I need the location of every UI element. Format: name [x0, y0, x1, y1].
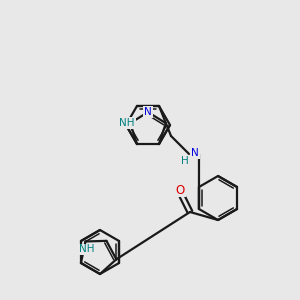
Text: H: H [181, 156, 189, 166]
Text: NH: NH [79, 244, 94, 254]
Text: O: O [176, 184, 184, 196]
Text: N: N [144, 107, 152, 117]
Text: NH: NH [119, 118, 135, 128]
Text: N: N [191, 148, 199, 158]
